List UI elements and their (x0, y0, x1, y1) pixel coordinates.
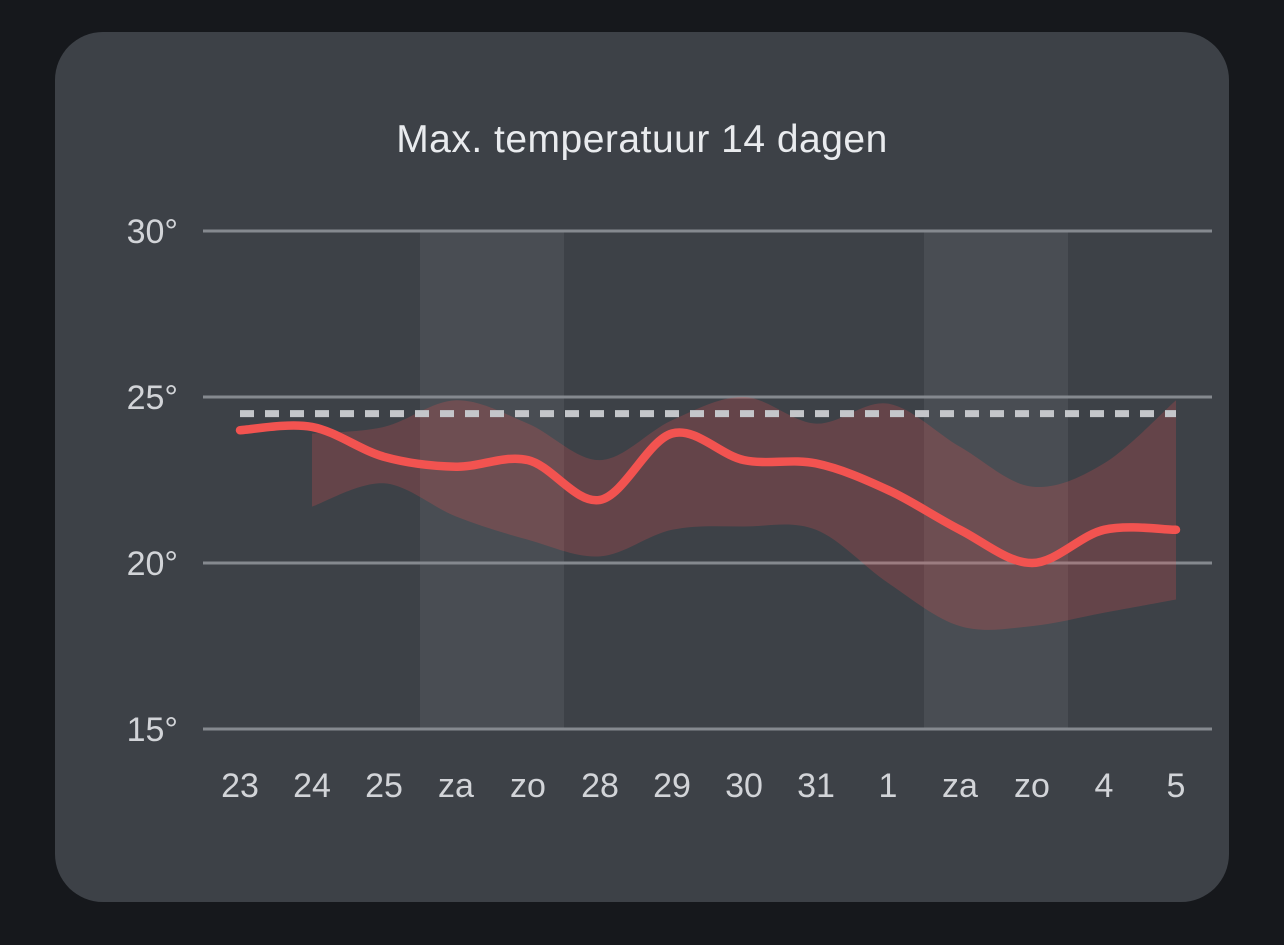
x-axis-label: 1 (879, 767, 898, 805)
x-axis-label: 5 (1167, 767, 1186, 805)
y-axis-label: 25° (127, 379, 178, 417)
x-axis-label: 30 (725, 767, 763, 805)
x-axis-label: zo (510, 767, 546, 805)
y-axis-label: 20° (127, 545, 178, 583)
temperature-chart-plot[interactable]: 30°25°20°15°23 24 25 za zo 28 29 30 31 1 za zo 4 5 (55, 32, 1229, 902)
chart-title: Max. temperatuur 14 dagen (396, 118, 888, 161)
x-axis-label: 24 (293, 767, 331, 805)
y-axis-label: 30° (127, 213, 178, 251)
weekend-highlight-band (924, 231, 1068, 729)
temperature-line (235, 421, 1181, 568)
weekend-highlight-band (420, 231, 564, 729)
y-axis-label: 15° (127, 711, 178, 749)
x-axis-label: 4 (1095, 767, 1114, 805)
x-axis-label: 31 (797, 767, 835, 805)
x-axis-label: za (438, 767, 474, 805)
x-axis-label: za (942, 767, 978, 805)
forecast-range-band (312, 396, 1176, 630)
x-axis-label: 23 (221, 767, 259, 805)
x-axis-label: 28 (581, 767, 619, 805)
forecast-chart-card: Max. temperatuur 14 dagen 30° 25° 20° 15° 23… (55, 32, 1229, 902)
x-axis-label: 29 (653, 767, 691, 805)
x-axis-label: 25 (365, 767, 403, 805)
x-axis-label: zo (1014, 767, 1050, 805)
